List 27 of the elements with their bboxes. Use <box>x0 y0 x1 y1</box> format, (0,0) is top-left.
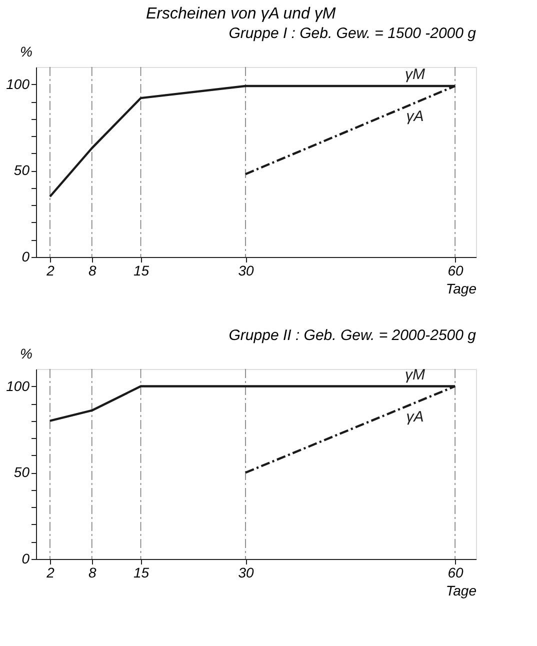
series-label: γA <box>406 108 424 125</box>
x-axis-title: Tage <box>446 280 477 296</box>
x-tick-label: 15 <box>133 262 150 278</box>
x-tick-label: 30 <box>238 262 254 278</box>
x-tick-label: 15 <box>133 564 150 580</box>
y-tick-label: 100 <box>6 378 30 394</box>
x-tick-label: 2 <box>46 564 55 580</box>
y-axis-title: % <box>20 44 32 60</box>
x-tick-label: 8 <box>88 262 96 278</box>
series-label: γM <box>405 366 426 384</box>
x-tick-label: 30 <box>238 564 254 580</box>
y-axis-title: % <box>20 346 32 362</box>
x-axis-title: Tage <box>446 582 477 598</box>
chart-title: Erscheinen von γA und γM <box>146 6 336 22</box>
y-tick-label: 0 <box>22 550 30 566</box>
x-tick-label: 60 <box>448 564 464 580</box>
series-label: γA <box>406 408 424 426</box>
chart-subtitle: Gruppe I : Geb. Gew. = 1500 -2000 g <box>228 25 477 42</box>
x-tick-label: 8 <box>88 564 96 580</box>
y-tick-label: 0 <box>22 248 30 264</box>
y-tick-label: 50 <box>14 464 30 480</box>
chart-subtitle: Gruppe II : Geb. Gew. = 2000-2500 g <box>228 327 477 344</box>
x-tick-label: 60 <box>448 262 464 278</box>
x-tick-label: 2 <box>46 262 55 278</box>
y-tick-label: 100 <box>6 76 30 92</box>
y-tick-label: 50 <box>14 162 30 178</box>
series-label: γM <box>405 66 426 83</box>
